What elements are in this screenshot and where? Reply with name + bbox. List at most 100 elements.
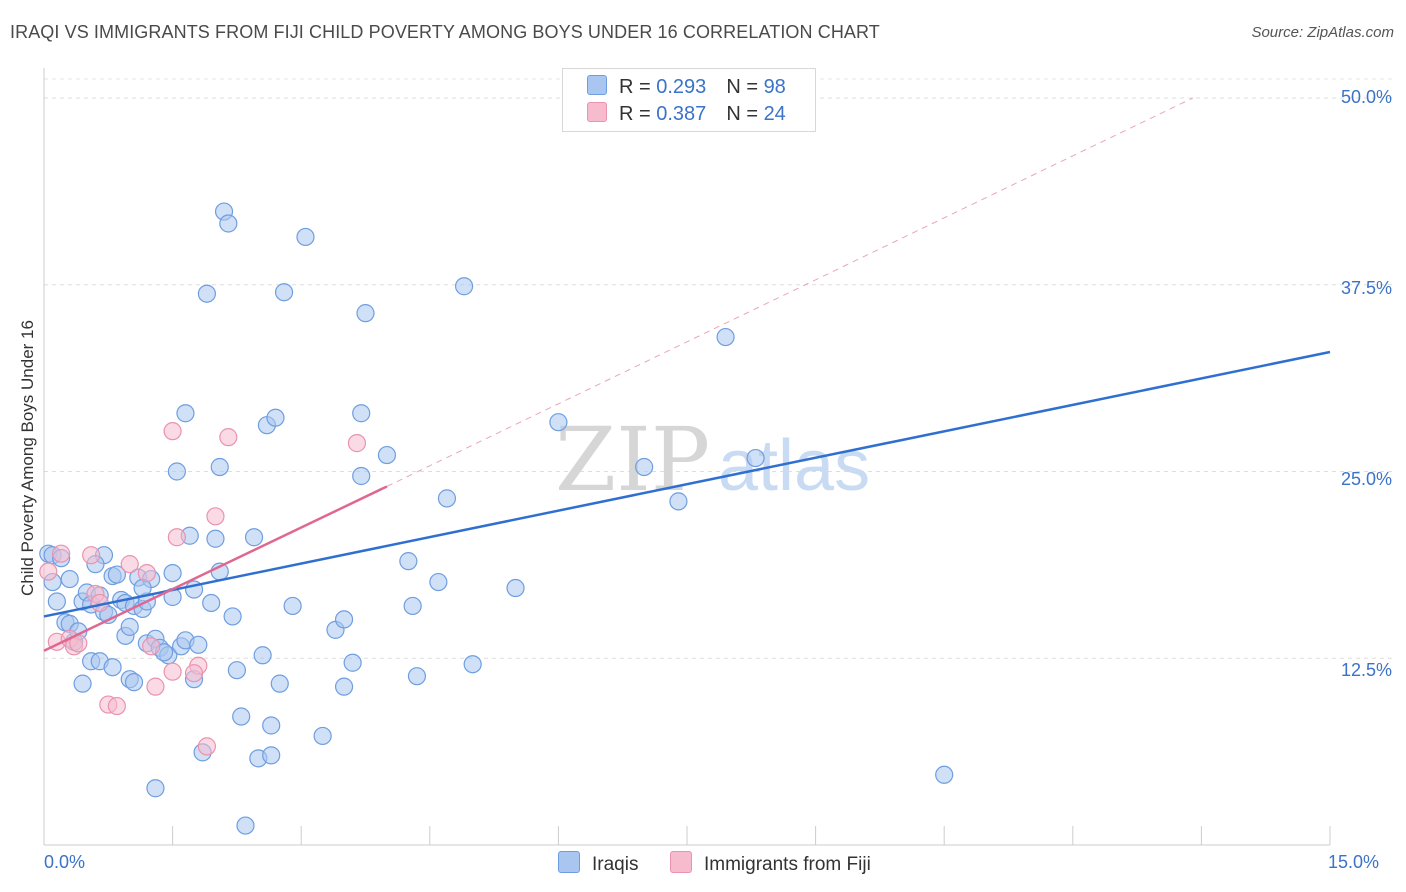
stats-legend: R = 0.293 N = 98 R = 0.387 N = 24 [562, 68, 816, 132]
series-legend: Iraqis Immigrants from Fiji [0, 851, 1406, 879]
iraqis-point [399, 552, 418, 571]
iraqis-swatch [587, 75, 607, 95]
iraqis-point [270, 674, 289, 693]
iraqis-point [227, 661, 246, 680]
iraqis-point [47, 592, 66, 611]
fiji-point [347, 434, 367, 453]
iraqis-point [206, 529, 225, 548]
legend-n-value: 98 [763, 76, 786, 98]
iraqis-trendline [43, 350, 1331, 618]
fiji-point [120, 555, 139, 574]
iraqis-point [146, 779, 165, 798]
legend-n-value: 24 [763, 103, 786, 125]
fiji-point [107, 696, 126, 716]
iraqis-point [244, 528, 264, 547]
legend-item-fiji[interactable]: Immigrants from Fiji [670, 851, 871, 876]
iraqis-point [283, 596, 302, 616]
iraqis-point [463, 655, 482, 674]
iraqis-swatch [558, 851, 580, 873]
iraqis-point [262, 746, 281, 765]
iraqis-point [167, 462, 186, 481]
source-label: Source: ZipAtlas.com [1251, 24, 1394, 41]
iraqis-point [73, 674, 92, 693]
iraqis-point [377, 445, 397, 465]
iraqis-point [313, 726, 332, 746]
iraqis-point [202, 593, 221, 613]
iraqis-point [60, 569, 79, 589]
fiji-point [167, 528, 186, 547]
iraqis-point [549, 413, 568, 432]
legend-n-label: N = [726, 76, 764, 98]
y-tick-label: 50.0% [1340, 87, 1392, 107]
grid-lines [44, 78, 1394, 659]
legend-label-fiji: Immigrants from Fiji [704, 854, 871, 875]
trendlines [43, 97, 1331, 652]
fiji-point [137, 563, 156, 583]
fiji-point [184, 664, 204, 683]
y-tick-label: 25.0% [1340, 469, 1392, 489]
iraqis-point [219, 214, 238, 233]
legend-item-iraqis[interactable]: Iraqis [558, 851, 638, 876]
iraqis-point [407, 667, 427, 686]
iraqis-point [223, 607, 242, 626]
fiji-point [39, 562, 58, 581]
fiji-point [146, 677, 165, 696]
iraqis-point [635, 457, 654, 477]
iraqis-point [403, 596, 422, 616]
iraqis-point [120, 617, 139, 636]
iraqis-point [429, 572, 448, 592]
iraqis-point [356, 304, 375, 323]
legend-n-label: N = [726, 103, 764, 125]
legend-r-value: 0.387 [656, 103, 707, 125]
series-fiji [39, 422, 367, 756]
x-tick-label-max: 15.0% [1328, 852, 1380, 872]
watermark-atlas: atlas [718, 426, 870, 506]
legend-r-label: R = [619, 103, 657, 125]
fiji-swatch [587, 102, 607, 122]
iraqis-point [935, 765, 954, 784]
iraqis-point [266, 408, 285, 427]
legend-label-iraqis: Iraqis [592, 854, 639, 875]
iraqis-point [437, 489, 457, 508]
fiji-swatch [670, 851, 692, 873]
iraqis-point [746, 448, 765, 468]
legend-r-value: 0.293 [656, 76, 707, 98]
y-axis-label: Child Poverty Among Boys Under 16 [18, 320, 37, 596]
iraqis-point [253, 646, 272, 665]
iraqis-point [210, 457, 229, 477]
fiji-point [197, 737, 216, 756]
iraqis-point [232, 707, 251, 726]
legend-r-label: R = [619, 76, 657, 98]
x-tick-label-min: 0.0% [44, 852, 86, 872]
iraqis-point [176, 404, 195, 423]
iraqis-point [669, 492, 688, 511]
chart-title: IRAQI VS IMMIGRANTS FROM FIJI CHILD POVE… [10, 22, 880, 42]
fiji-point [82, 546, 101, 565]
watermark: ZIP atlas [555, 408, 870, 511]
fiji-point [206, 507, 225, 526]
legend-row-iraqis: R = 0.293 N = 98 [587, 75, 786, 101]
watermark-zip: ZIP [555, 408, 710, 511]
iraqis-point [163, 563, 182, 583]
iraqis-point [236, 816, 255, 835]
fiji-point [142, 637, 161, 656]
iraqis-point [262, 716, 281, 735]
iraqis-point [197, 284, 216, 303]
iraqis-point [296, 227, 315, 247]
axes [43, 68, 1331, 846]
iraqis-point [334, 610, 354, 629]
iraqis-point [274, 283, 294, 302]
fiji-point [163, 662, 182, 681]
fiji-point [163, 422, 182, 441]
series-iraqis [39, 202, 954, 835]
iraqis-point [334, 677, 354, 696]
iraqis-point [506, 578, 525, 598]
iraqis-point [343, 653, 362, 672]
fiji-point [52, 544, 71, 563]
y-tick-label: 12.5% [1340, 660, 1392, 680]
iraqis-point [124, 673, 144, 692]
iraqis-point [716, 327, 735, 347]
iraqis-point [189, 635, 208, 654]
fiji-point [219, 428, 238, 447]
